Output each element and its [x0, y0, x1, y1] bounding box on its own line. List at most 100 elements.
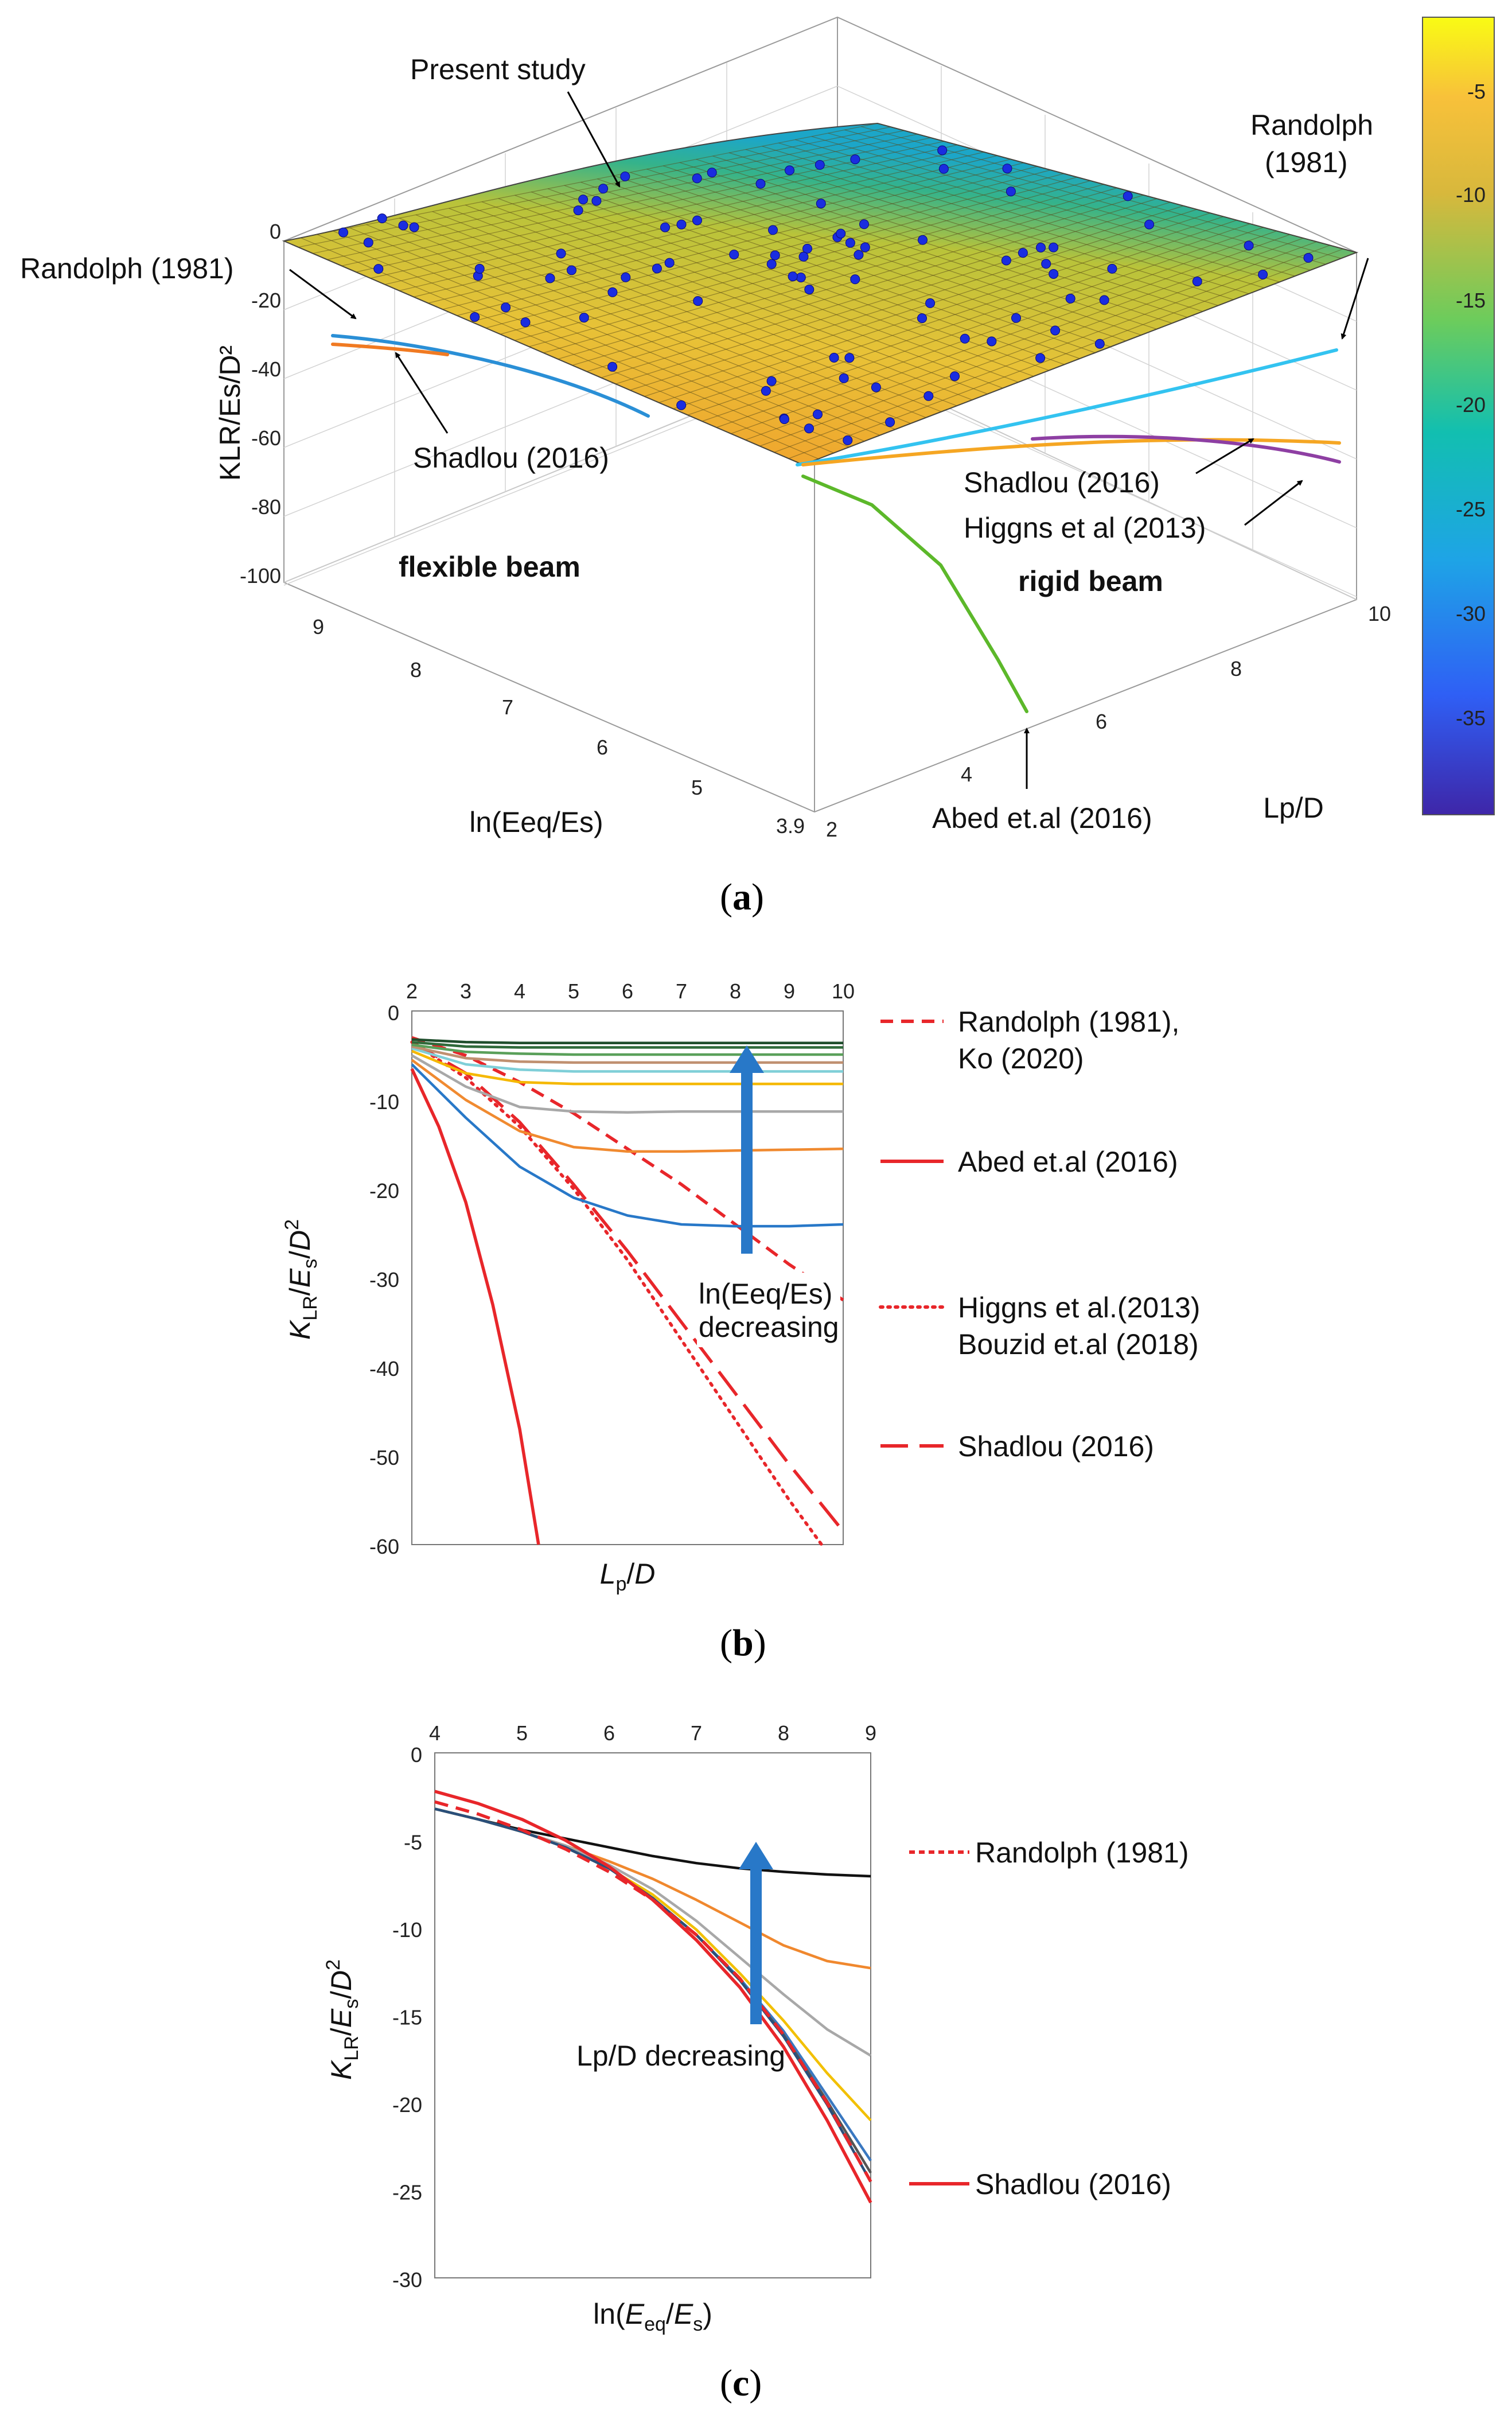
present-study-point [804, 423, 814, 434]
present-study-point [987, 336, 997, 347]
series-line [434, 1790, 872, 2204]
present-study-point [501, 302, 511, 313]
panel-a: 0 -20 -40 -60 -80 -100 KLR/Es/D² 9 8 7 6… [20, 16, 1495, 918]
present-study-point [1036, 243, 1046, 252]
present-study-point [693, 296, 703, 306]
svg-text:(b): (b) [720, 1622, 766, 1664]
present-study-point [766, 259, 777, 269]
present-study-point [766, 376, 777, 386]
colorbar-tick: -25 [1456, 497, 1486, 521]
present-study-point [918, 235, 928, 245]
panel-b: 2 3 4 5 6 7 8 9 10 0 -10 -20 -30 -40 -50 -60 Lp/D KLR/… [281, 979, 1200, 1664]
present-study-point [607, 361, 618, 372]
present-study-point [409, 222, 419, 232]
present-study-point [729, 250, 739, 260]
x-tick-label: 7 [676, 979, 687, 1003]
x-tick-label: 2 [406, 979, 418, 1003]
y-tick-label: -50 [369, 1446, 399, 1469]
present-study-point [1258, 270, 1268, 279]
present-study-point [816, 199, 826, 209]
rigid-shadlou-curve [801, 438, 1341, 466]
series-line [434, 1807, 872, 2183]
annotations-a: Present study Randolph (1981) Shadlou (2… [20, 53, 1373, 834]
y-tick-label: -20 [392, 2093, 422, 2117]
present-study-point [545, 273, 555, 283]
c-x-axis-label: ln(Eeq/Es) [593, 2298, 712, 2335]
rigid-abed-curve [801, 475, 1028, 713]
present-study-point [1144, 219, 1155, 230]
present-study-point [591, 196, 602, 206]
legend-label: Shadlou (2016) [975, 2168, 1171, 2200]
x-tick-label: 9 [784, 979, 795, 1003]
x-tick-label: 8 [778, 1721, 789, 1745]
flex-randolph-curve [331, 334, 650, 418]
present-study-point [796, 273, 806, 283]
present-study-point [1011, 313, 1021, 323]
series-line [434, 1800, 872, 2183]
x-tick: 5 [691, 776, 703, 799]
present-study-point [377, 213, 387, 224]
x-tick-label: 9 [865, 1721, 876, 1745]
present-study-point [960, 333, 970, 344]
present-study-point [885, 417, 895, 427]
y-tick-label: -20 [369, 1179, 399, 1203]
present-study-point [860, 242, 870, 252]
x-tick-label: 6 [622, 979, 633, 1003]
present-study-point [1002, 164, 1012, 174]
colorbar-tick: -15 [1456, 289, 1486, 312]
x-tick: 9 [313, 615, 324, 639]
b-legend: Randolph (1981), Ko (2020) Abed et.al (2… [879, 1006, 1200, 1463]
series-line [411, 1038, 843, 1045]
y-tick-label: 0 [411, 1743, 422, 1767]
legend-label: Abed et.al (2016) [958, 1146, 1178, 1178]
series-line [410, 1068, 540, 1545]
present-study-point [859, 219, 869, 230]
x-tick-label: 6 [603, 1721, 615, 1745]
series-line [411, 1054, 843, 1114]
x-tick-label: 7 [691, 1721, 702, 1745]
present-study-point [1006, 186, 1016, 197]
z-tick: -20 [251, 289, 281, 312]
series-line [434, 1807, 872, 2161]
present-study-point [579, 313, 589, 323]
response-surface [282, 122, 1359, 466]
c-y-axis-label: KLR/Es/D2 [322, 1959, 363, 2080]
z-axis-ticks: 0 -20 -40 -60 -80 -100 [240, 220, 281, 588]
label-rigid-beam: rigid beam [1018, 565, 1163, 597]
label-shadlou-left: Shadlou (2016) [413, 442, 609, 474]
y-tick-label: -60 [369, 1535, 399, 1558]
present-study-point [843, 435, 853, 445]
y-axis-label: Lp/D [1263, 792, 1324, 824]
colorbar-tick: -30 [1456, 602, 1486, 625]
present-study-point [815, 160, 825, 170]
y-tick-label: -25 [392, 2181, 422, 2204]
series-line [411, 1047, 843, 1073]
y-tick: 4 [961, 763, 972, 786]
caption-b-letter: b [732, 1622, 754, 1664]
present-study-point [770, 250, 780, 260]
caption-a-letter: a [732, 876, 751, 918]
present-study-point [470, 312, 480, 322]
label-shadlou-right: Shadlou (2016) [964, 466, 1160, 499]
y-tick-label: -5 [404, 1831, 422, 1854]
present-study-points [338, 145, 1314, 445]
present-study-point [1049, 242, 1059, 252]
present-study-point [620, 172, 630, 181]
present-study-point [556, 248, 566, 259]
present-study-point [798, 251, 809, 262]
caption-a: (a) [720, 876, 764, 918]
series-line [411, 1036, 844, 1302]
caption-c-letter: c [732, 2362, 749, 2404]
z-tick: -40 [251, 357, 281, 381]
present-study-point [1049, 269, 1059, 279]
x-tick-label: 3 [460, 979, 471, 1003]
y-tick: 8 [1230, 657, 1242, 680]
x-tick: 8 [410, 658, 422, 682]
present-study-point [836, 228, 846, 239]
present-study-point [917, 313, 927, 324]
present-study-point [839, 373, 849, 383]
present-study-point [398, 220, 408, 231]
label-randolph-right-2: (1981) [1265, 146, 1348, 178]
present-study-point [338, 227, 348, 238]
present-study-point [813, 409, 823, 419]
